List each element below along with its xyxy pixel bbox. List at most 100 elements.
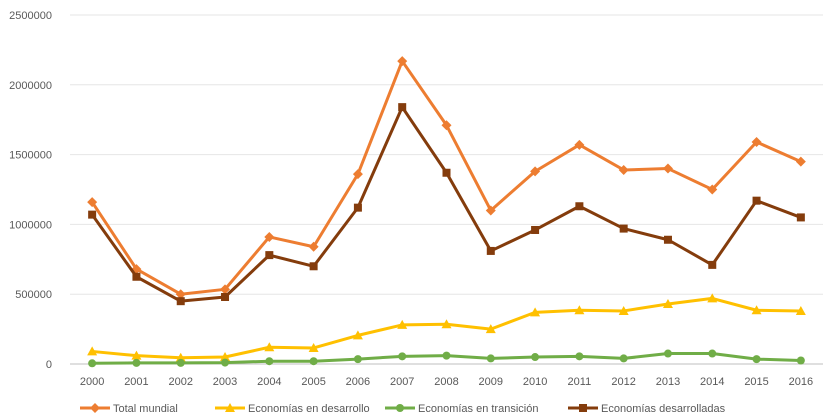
data-point	[574, 139, 585, 150]
data-point	[752, 355, 761, 364]
legend-swatch-marker	[579, 404, 587, 412]
x-tick-label: 2000	[80, 376, 104, 388]
data-point	[795, 156, 806, 167]
data-point	[353, 355, 362, 364]
legend-item: Economías en desarrollo	[215, 403, 370, 415]
legend-swatch-marker	[90, 403, 100, 413]
series-line	[90, 105, 802, 303]
data-point	[486, 246, 495, 255]
series-group	[87, 56, 806, 368]
data-point	[485, 324, 496, 334]
series-1	[87, 293, 806, 362]
data-point	[176, 297, 185, 306]
data-point	[220, 352, 231, 362]
data-point	[442, 168, 451, 177]
x-tick-label: 2002	[168, 376, 192, 388]
x-tick-label: 2009	[479, 376, 503, 388]
x-tick-label: 2005	[301, 376, 325, 388]
data-point	[796, 356, 805, 365]
data-point	[352, 330, 363, 340]
data-point	[221, 292, 230, 301]
data-point	[530, 166, 541, 177]
data-point	[531, 353, 540, 362]
data-point	[397, 56, 408, 67]
data-point	[308, 241, 319, 252]
y-tick-label: 500000	[15, 289, 52, 301]
y-tick-label: 2000000	[9, 80, 52, 92]
data-point	[530, 307, 541, 317]
data-point	[795, 305, 806, 315]
data-point	[574, 305, 585, 315]
legend-swatch-marker	[396, 404, 404, 412]
data-point	[575, 352, 584, 361]
data-point	[87, 197, 98, 208]
data-point	[265, 251, 274, 260]
legend-swatch-marker	[225, 403, 235, 412]
data-point	[618, 164, 629, 175]
x-tick-label: 2008	[434, 376, 458, 388]
data-point	[221, 358, 230, 367]
data-point	[175, 352, 186, 362]
x-tick-label: 2014	[700, 376, 724, 388]
legend-item: Economías desarrolladas	[568, 403, 726, 415]
data-point	[87, 346, 98, 356]
legend-label: Economías en transición	[418, 403, 538, 415]
data-point	[663, 235, 672, 244]
legend-label: Economías en desarrollo	[248, 403, 370, 415]
legend: Total mundial Economías en desarrollo Econ…	[80, 403, 726, 415]
data-point	[619, 354, 628, 363]
data-point	[397, 319, 408, 329]
data-point	[220, 284, 231, 295]
data-point	[619, 224, 628, 233]
series-0	[87, 56, 806, 300]
y-tick-label: 1500000	[9, 150, 52, 162]
x-tick-label: 2011	[568, 376, 592, 388]
data-point	[707, 293, 718, 303]
data-point	[88, 359, 97, 368]
data-point	[88, 210, 97, 219]
x-tick-label: 2004	[257, 376, 281, 388]
data-point	[752, 196, 761, 205]
series-2	[88, 349, 805, 368]
x-tick-label: 2012	[611, 376, 635, 388]
x-tick-label: 2015	[744, 376, 768, 388]
y-tick-label: 2500000	[9, 10, 52, 22]
data-point	[751, 305, 762, 315]
data-point	[531, 225, 540, 234]
data-point	[486, 354, 495, 363]
x-tick-label: 2003	[213, 376, 237, 388]
data-point	[132, 272, 141, 281]
x-tick-label: 2010	[523, 376, 547, 388]
data-point	[751, 137, 762, 148]
data-point	[265, 357, 274, 366]
x-tick-label: 2013	[656, 376, 680, 388]
x-tick-label: 2006	[346, 376, 370, 388]
x-tick-label: 2016	[789, 376, 813, 388]
data-point	[264, 231, 275, 242]
data-point	[131, 350, 142, 360]
legend-item: Total mundial	[80, 403, 178, 415]
x-tick-label: 2007	[390, 376, 414, 388]
data-point	[309, 357, 318, 366]
series-line	[90, 59, 802, 296]
data-point	[264, 342, 275, 352]
data-point	[707, 184, 718, 195]
data-point	[662, 163, 673, 174]
data-point	[442, 351, 451, 360]
data-point	[663, 349, 672, 358]
data-point	[708, 349, 717, 358]
y-tick-label: 0	[46, 359, 52, 371]
y-tick-label: 1000000	[9, 219, 52, 231]
data-point	[352, 169, 363, 180]
data-point	[441, 120, 452, 131]
legend-label: Economías desarrolladas	[601, 403, 726, 415]
x-tick-label: 2001	[124, 376, 148, 388]
x-axis-ticks: 2000 2001 2002 2003 2004 2005 2006 2007 2008 2009…	[80, 376, 813, 388]
grid-lines	[70, 14, 823, 295]
data-point	[132, 358, 141, 367]
data-point	[398, 103, 407, 112]
data-point	[575, 202, 584, 211]
data-point	[618, 305, 629, 315]
y-axis-ticks: 0 500000 1000000 1500000 2000000 2500000	[9, 10, 52, 371]
